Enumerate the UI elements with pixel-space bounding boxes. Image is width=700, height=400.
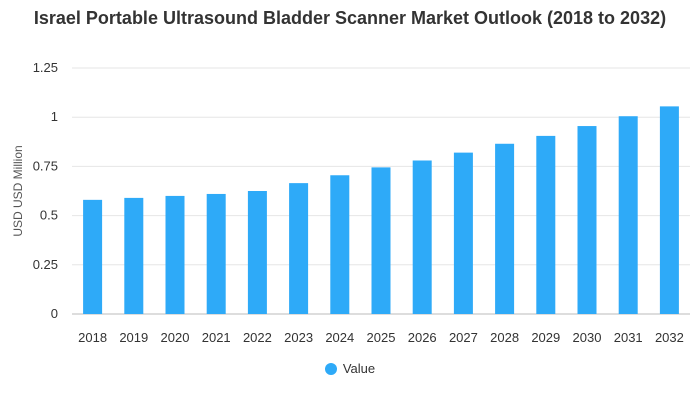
y-tick-label: 1 bbox=[51, 109, 58, 124]
bar[interactable] bbox=[83, 199, 103, 314]
x-tick-label: 2031 bbox=[614, 330, 643, 345]
x-tick-label: 2030 bbox=[573, 330, 602, 345]
bar[interactable] bbox=[330, 175, 350, 314]
bar[interactable] bbox=[618, 116, 638, 314]
bar[interactable] bbox=[495, 143, 515, 314]
x-tick-label: 2024 bbox=[325, 330, 354, 345]
legend-swatch bbox=[324, 362, 337, 375]
bars bbox=[83, 106, 679, 314]
y-axis-labels: 0 0.25 0.5 0.75 1 1.25 bbox=[33, 60, 58, 321]
x-tick-label: 2029 bbox=[531, 330, 560, 345]
y-tick-label: 0.75 bbox=[33, 158, 58, 173]
y-tick-label: 0 bbox=[51, 306, 58, 321]
bar[interactable] bbox=[165, 195, 185, 314]
legend[interactable]: Value bbox=[0, 361, 700, 376]
x-tick-label: 2026 bbox=[408, 330, 437, 345]
bar[interactable] bbox=[124, 197, 144, 314]
bar[interactable] bbox=[577, 126, 597, 314]
bar[interactable] bbox=[536, 135, 556, 314]
y-axis-title: USD USD Million bbox=[11, 145, 25, 236]
bar[interactable] bbox=[412, 160, 432, 314]
bar[interactable] bbox=[453, 152, 473, 314]
bar[interactable] bbox=[659, 106, 679, 314]
x-tick-label: 2018 bbox=[78, 330, 107, 345]
bar[interactable] bbox=[206, 193, 226, 314]
x-tick-label: 2019 bbox=[119, 330, 148, 345]
x-tick-label: 2032 bbox=[655, 330, 684, 345]
x-axis-labels: 2018 2019 2020 2021 2022 2023 2024 2025 2026 2027… bbox=[78, 330, 684, 345]
x-tick-label: 2020 bbox=[161, 330, 190, 345]
y-tick-label: 0.25 bbox=[33, 257, 58, 272]
bar[interactable] bbox=[247, 191, 267, 314]
y-tick-label: 0.5 bbox=[40, 208, 58, 223]
bar[interactable] bbox=[289, 183, 309, 314]
x-tick-label: 2025 bbox=[367, 330, 396, 345]
x-tick-label: 2022 bbox=[243, 330, 272, 345]
x-tick-label: 2023 bbox=[284, 330, 313, 345]
x-tick-label: 2021 bbox=[202, 330, 231, 345]
bar[interactable] bbox=[371, 167, 391, 314]
y-tick-label: 1.25 bbox=[33, 60, 58, 75]
x-tick-label: 2028 bbox=[490, 330, 519, 345]
legend-label: Value bbox=[342, 361, 376, 376]
x-tick-label: 2027 bbox=[449, 330, 478, 345]
chart-title: Israel Portable Ultrasound Bladder Scann… bbox=[33, 8, 667, 28]
